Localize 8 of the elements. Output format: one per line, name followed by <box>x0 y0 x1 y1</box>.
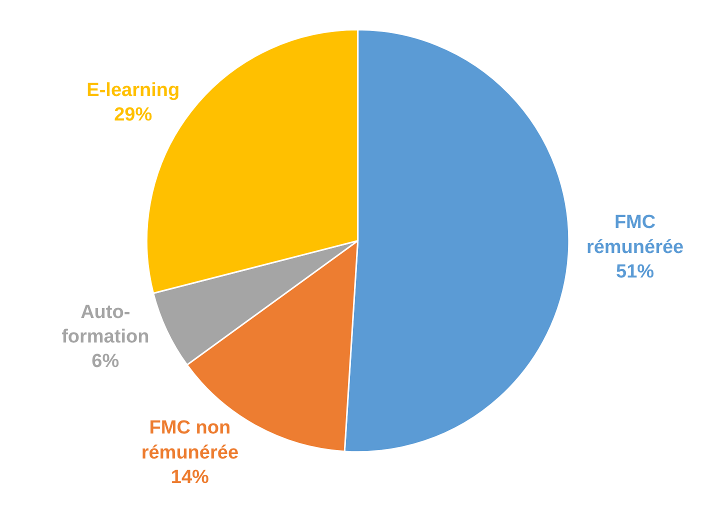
data-label: 51% <box>616 262 654 283</box>
data-label: 29% <box>114 104 152 126</box>
data-label: 14% <box>170 467 210 488</box>
slice-label: Auto- formation <box>62 302 150 348</box>
slice-label: E-learning <box>86 80 180 101</box>
data-label: 6% <box>92 351 120 372</box>
slice-label: FMC non rémunérée <box>141 418 239 464</box>
slice-label: FMC rémunérée <box>586 212 684 258</box>
